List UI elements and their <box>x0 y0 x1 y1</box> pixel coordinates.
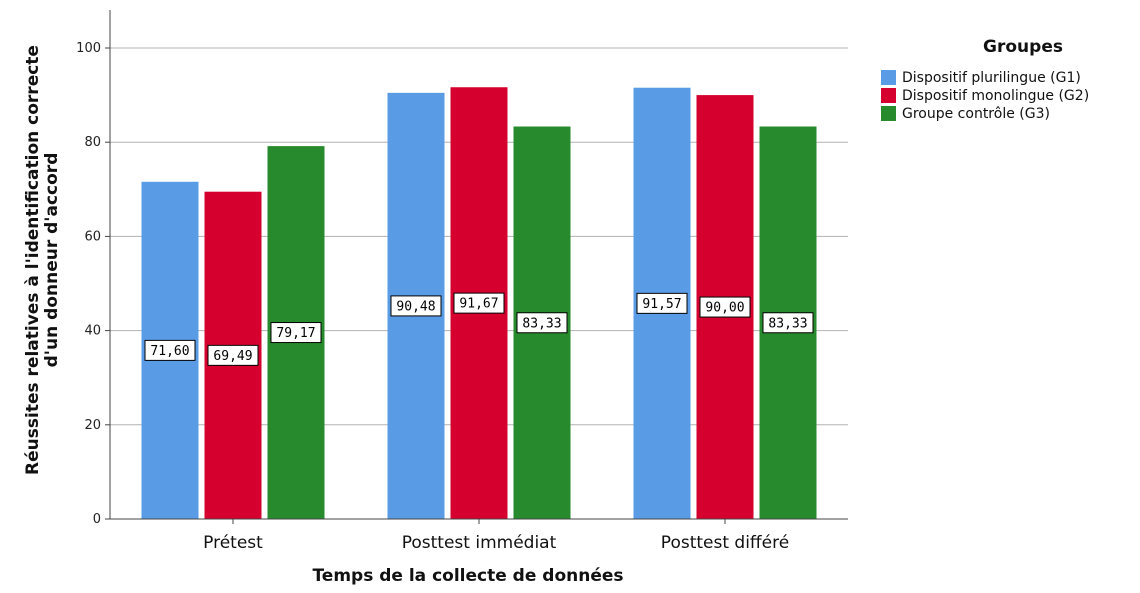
legend-title: Groupes <box>983 37 1063 57</box>
data-label-box <box>144 339 196 361</box>
data-label: 83,33 <box>768 316 807 331</box>
y-axis-title: Réussites relatives à l'identification c… <box>23 45 62 475</box>
data-label: 83,33 <box>522 316 561 331</box>
data-label: 90,00 <box>705 301 744 316</box>
y-tick-label: 40 <box>84 324 101 339</box>
data-label-box <box>636 292 688 314</box>
y-tick-label: 100 <box>76 41 101 56</box>
data-label: 91,67 <box>459 297 498 312</box>
legend-swatch <box>881 70 896 85</box>
x-category-label: Prétest <box>203 533 263 553</box>
legend: Groupes Dispositif plurilingue (G1) Dispo… <box>881 37 1089 122</box>
data-label: 91,57 <box>642 297 681 312</box>
x-category-label: Posttest différé <box>661 533 789 553</box>
data-label: 69,49 <box>213 349 252 364</box>
data-label: 71,60 <box>150 344 189 359</box>
data-label: 79,17 <box>276 326 315 341</box>
y-tick-label: 80 <box>84 135 101 150</box>
data-label-box <box>762 312 814 334</box>
legend-swatch <box>881 106 896 121</box>
legend-swatch <box>881 88 896 103</box>
data-label-box <box>516 312 568 334</box>
data-label-box <box>207 344 259 366</box>
y-axis-title-line-2: d'un donneur d'accord <box>42 153 62 368</box>
data-label-box <box>270 322 322 344</box>
data-label-box <box>390 295 442 317</box>
legend-label: Groupe contrôle (G3) <box>902 106 1050 122</box>
y-tick-label: 20 <box>84 418 101 433</box>
data-label-box <box>699 296 751 318</box>
y-axis-title-line-1: Réussites relatives à l'identification c… <box>23 45 43 475</box>
data-label: 90,48 <box>396 299 435 314</box>
data-labels: 71,60 69,49 79,17 90,48 91,67 83,33 91,57 90,00… <box>144 292 814 366</box>
legend-label: Dispositif plurilingue (G1) <box>902 70 1081 86</box>
x-axis-title: Temps de la collecte de données <box>312 566 623 586</box>
y-tick-label: 0 <box>93 512 101 527</box>
x-category-label: Posttest immédiat <box>402 533 557 553</box>
y-ticks: 0 20 40 60 80 100 <box>76 41 110 527</box>
y-tick-label: 60 <box>84 229 101 244</box>
x-categories: Prétest Posttest immédiat Posttest différé <box>203 519 789 553</box>
legend-label: Dispositif monolingue (G2) <box>902 88 1089 104</box>
data-label-box <box>453 292 505 314</box>
